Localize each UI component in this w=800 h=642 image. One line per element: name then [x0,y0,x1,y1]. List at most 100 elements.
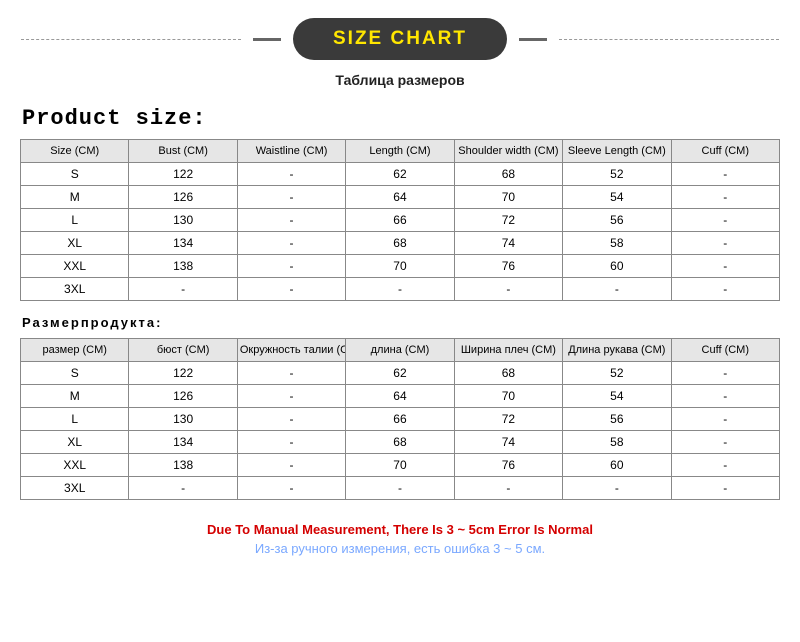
table-cell: - [454,477,562,500]
table-cell: - [237,232,345,255]
measurement-note-ru: Из-за ручного измерения, есть ошибка 3 ~… [0,541,800,556]
table-cell: XL [21,431,129,454]
table-cell: 62 [346,362,454,385]
table-header-row: Size (CM) Bust (CM) Waistline (CM) Lengt… [21,140,780,163]
table-cell: - [237,431,345,454]
table-cell: 68 [454,362,562,385]
table-cell: XL [21,232,129,255]
subtitle-russian: Таблица размеров [0,72,800,88]
table-cell: - [671,278,779,301]
section-title-en: Product size: [22,106,800,131]
table-cell: 138 [129,454,237,477]
table-cell: 130 [129,209,237,232]
table-cell: S [21,362,129,385]
table-cell: M [21,385,129,408]
col-cuff-ru: Cuff (CM) [671,339,779,362]
col-shoulder: Shoulder width (CM) [454,140,562,163]
section-title-ru: Размерпродукта: [22,315,800,330]
table-row: L130-667256- [21,209,780,232]
table-cell: 60 [563,255,671,278]
table-cell: 122 [129,163,237,186]
dash-short-right [519,38,547,41]
table-cell: 58 [563,431,671,454]
table-cell: 3XL [21,278,129,301]
col-sleeve: Sleeve Length (CM) [563,140,671,163]
size-chart-title-pill: SIZE CHART [293,18,507,60]
table-cell: - [346,477,454,500]
table-cell: 126 [129,186,237,209]
table-cell: - [237,163,345,186]
table-cell: - [671,385,779,408]
table-cell: - [454,278,562,301]
table-cell: 62 [346,163,454,186]
measurement-note-en: Due To Manual Measurement, There Is 3 ~ … [0,522,800,537]
table-cell: - [237,278,345,301]
table-cell: 126 [129,385,237,408]
table-cell: - [671,477,779,500]
table-cell: 130 [129,408,237,431]
table-row: M126-647054- [21,186,780,209]
table-cell: 54 [563,186,671,209]
table-cell: - [129,477,237,500]
table-cell: XXL [21,454,129,477]
col-size-ru: размер (CM) [21,339,129,362]
table-cell: - [237,255,345,278]
table-cell: 70 [346,454,454,477]
col-waistline: Waistline (CM) [237,140,345,163]
table-cell: 76 [454,454,562,477]
table-row: S122-626852- [21,362,780,385]
table-row: 3XL------ [21,278,780,301]
table-cell: 68 [346,431,454,454]
table-cell: 72 [454,408,562,431]
header-divider-row: SIZE CHART [0,18,800,60]
table-cell: 3XL [21,477,129,500]
table-cell: 122 [129,362,237,385]
col-bust-ru: бюст (CM) [129,339,237,362]
table-cell: - [671,255,779,278]
table-cell: 76 [454,255,562,278]
table-cell: L [21,209,129,232]
col-length-ru: длина (CM) [346,339,454,362]
col-waist-ru: Окружность талии (CM) [237,339,345,362]
table-cell: - [671,186,779,209]
table-cell: 70 [454,186,562,209]
table-cell: S [21,163,129,186]
table-cell: 68 [346,232,454,255]
table-cell: M [21,186,129,209]
table-cell: - [237,186,345,209]
table-cell: 134 [129,431,237,454]
col-sleeve-ru: Длина рукава (CM) [563,339,671,362]
table-cell: - [671,431,779,454]
table-row: XL134-687458- [21,232,780,255]
table-cell: 60 [563,454,671,477]
table-cell: - [237,477,345,500]
table-cell: 70 [454,385,562,408]
table-cell: - [563,278,671,301]
table-header-row: размер (CM) бюст (CM) Окружность талии (… [21,339,780,362]
table-cell: 66 [346,408,454,431]
table-cell: - [671,232,779,255]
table-cell: - [346,278,454,301]
table-row: 3XL------ [21,477,780,500]
table-cell: - [129,278,237,301]
table-cell: 72 [454,209,562,232]
dashed-line-left [21,39,241,40]
table-cell: 58 [563,232,671,255]
table-row: S122-626852- [21,163,780,186]
table-row: L130-667256- [21,408,780,431]
table-cell: - [671,454,779,477]
table-cell: - [237,362,345,385]
table-cell: - [237,385,345,408]
col-bust: Bust (CM) [129,140,237,163]
table-cell: 56 [563,209,671,232]
table-cell: - [563,477,671,500]
table-cell: - [671,209,779,232]
table-cell: XXL [21,255,129,278]
table-row: M126-647054- [21,385,780,408]
table-cell: 134 [129,232,237,255]
table-cell: - [671,408,779,431]
table-cell: - [671,163,779,186]
table-cell: 54 [563,385,671,408]
table-cell: 68 [454,163,562,186]
size-table-en: Size (CM) Bust (CM) Waistline (CM) Lengt… [20,139,780,301]
